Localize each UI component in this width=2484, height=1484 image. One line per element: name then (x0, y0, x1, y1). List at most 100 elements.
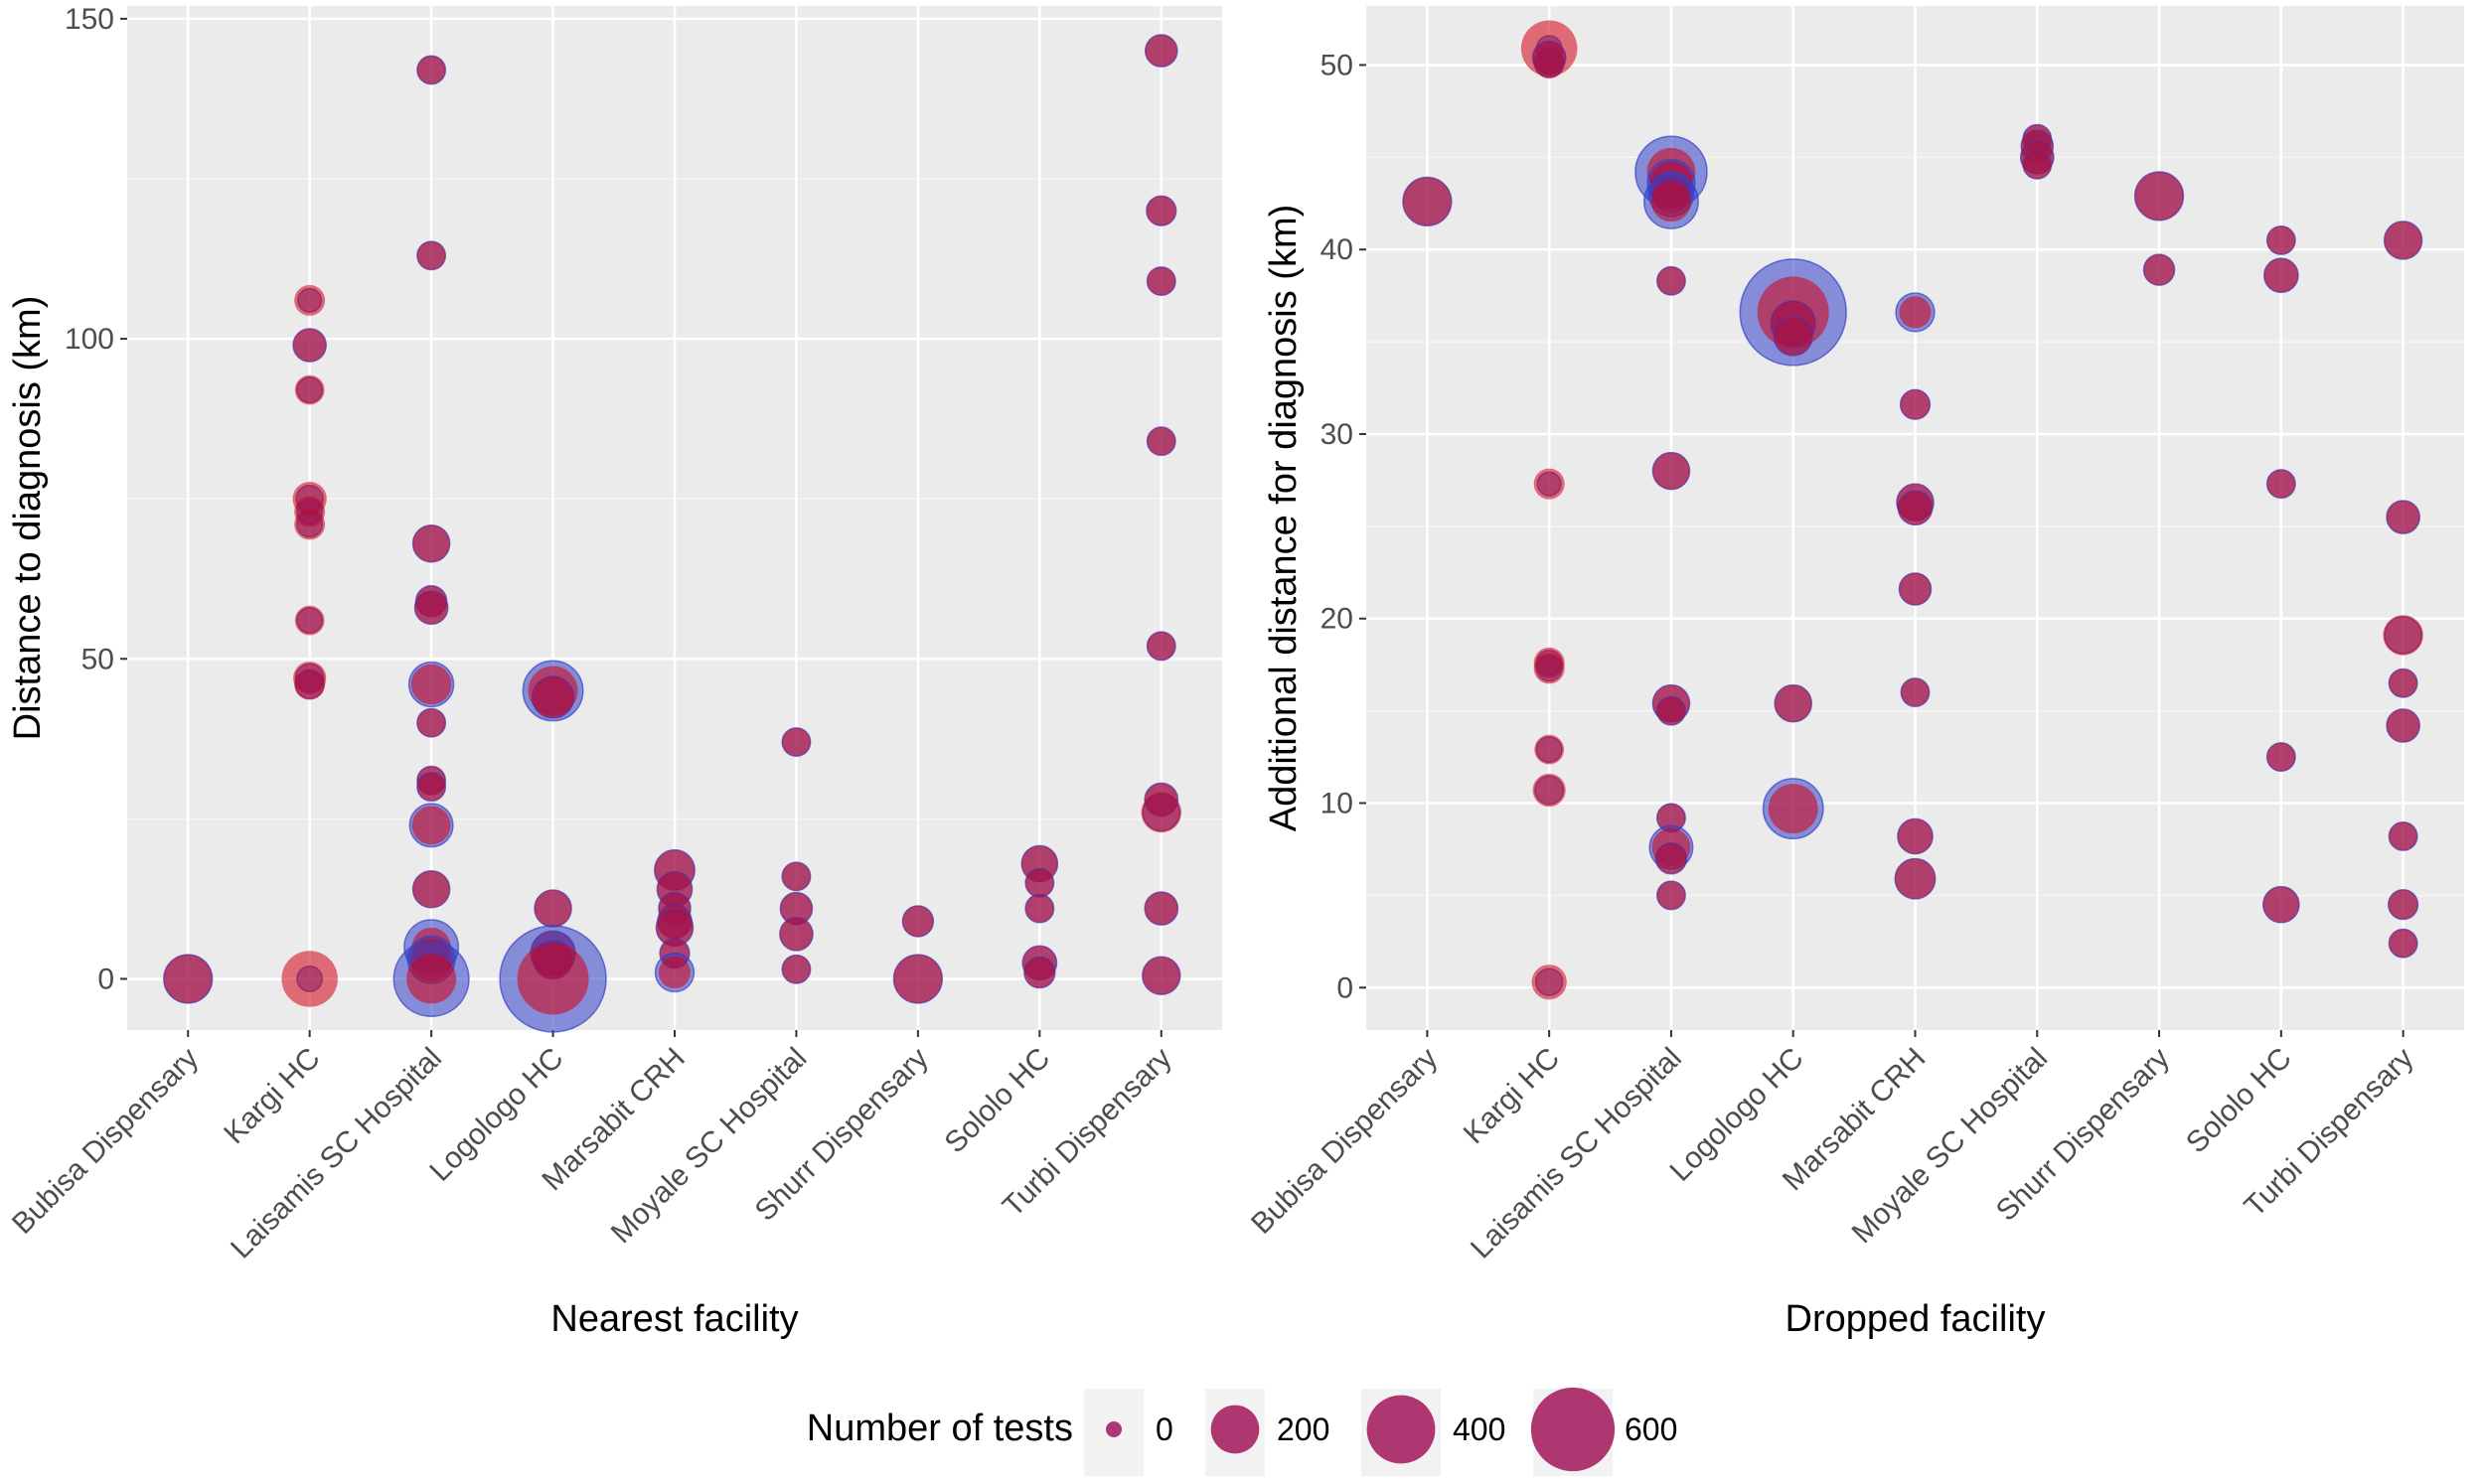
data-point-laisamis-sc-hospital (392, 940, 470, 1018)
point-tests-red (1533, 468, 1565, 500)
point-tests-red (2023, 150, 2052, 179)
data-point-laisamis-sc-hospital (1654, 842, 1688, 875)
point-tests-red (294, 374, 325, 405)
data-point-turbi-dispensary (1146, 631, 1176, 662)
y-tick-label: 30 (1320, 418, 1353, 451)
data-point-sololo-hc (2262, 257, 2299, 294)
data-point-shurr-dispensary (901, 905, 935, 938)
point-tests-red (1025, 868, 1054, 898)
data-point-kargi-hc (1533, 48, 1565, 79)
data-point-moyale-sc-hospital (2022, 149, 2053, 180)
data-point-laisamis-sc-hospital (1651, 451, 1691, 491)
data-point-laisamis-sc-hospital (411, 869, 451, 909)
y-tick-label: 0 (97, 963, 114, 995)
data-point-turbi-dispensary (2386, 500, 2420, 534)
legend-label: 600 (1625, 1411, 1677, 1447)
point-tests-red (294, 284, 326, 316)
data-point-turbi-dispensary (2386, 708, 2420, 743)
data-point-shurr-dispensary (2142, 253, 2176, 286)
point-tests-red (163, 955, 213, 1003)
data-point-kargi-hc (294, 605, 325, 636)
point-tests-red (410, 664, 452, 705)
data-point-sololo-hc (1023, 956, 1056, 989)
point-tests-red (782, 862, 811, 891)
data-point-laisamis-sc-hospital (407, 661, 455, 708)
point-tests-red (1655, 842, 1687, 874)
data-point-laisamis-sc-hospital (416, 772, 447, 803)
data-point-logologo-hc (1774, 683, 1813, 723)
data-point-laisamis-sc-hospital (416, 707, 447, 738)
y-axis-title: Additional distance for diagnosis (km) (1263, 205, 1305, 832)
point-tests-red (2387, 500, 2420, 534)
point-tests-red (1899, 296, 1932, 329)
point-tests-red (1656, 881, 1686, 910)
data-point-kargi-hc (1531, 965, 1567, 1000)
point-tests-red (1768, 784, 1818, 834)
point-tests-red (281, 951, 338, 1007)
point-tests-red (1142, 957, 1180, 995)
point-tests-red (517, 943, 589, 1015)
data-point-sololo-hc (2265, 469, 2296, 500)
data-point-marsabit-crh (1895, 292, 1936, 333)
x-tick-label-kargi-hc: Kargi HC (218, 1042, 326, 1150)
data-point-turbi-dispensary (1142, 956, 1181, 995)
legend: Number of tests 0 200 400 600 (807, 1387, 1677, 1476)
data-point-bubisa-dispensary (1402, 176, 1453, 227)
data-point-marsabit-crh (655, 908, 695, 948)
data-point-laisamis-sc-hospital (1655, 803, 1686, 833)
point-tests-red (2262, 886, 2299, 923)
legend-key-400: 400 (1361, 1389, 1505, 1476)
point-tests-red (1656, 696, 1686, 725)
point-tests-red (1901, 677, 1930, 707)
point-tests-red (2384, 221, 2422, 259)
point-tests-red (1145, 35, 1177, 68)
x-tick-label-laisamis-sc-hospital: Laisamis SC Hospital (225, 1042, 448, 1265)
legend-bubble (1210, 1405, 1260, 1454)
point-tests-red (1656, 804, 1686, 832)
point-tests-red (535, 890, 572, 928)
data-point-logologo-hc (534, 889, 572, 928)
data-point-marsabit-crh (1899, 388, 1932, 420)
data-point-turbi-dispensary (1146, 195, 1177, 226)
data-point-laisamis-sc-hospital (1655, 265, 1686, 296)
right-panel: 0 10 20 30 40 50 Bubisa Dispensary Kargi HCLais… (1245, 6, 2464, 1340)
y-tick-label: 50 (81, 643, 114, 675)
left-panel: 0 50 100 150 Bubisa Dispensary Kargi HCLaisam… (6, 3, 1222, 1340)
point-tests-red (2389, 821, 2417, 851)
y-tick-label: 20 (1320, 603, 1353, 636)
legend-label: 400 (1453, 1411, 1505, 1447)
data-point-marsabit-crh (1898, 572, 1933, 606)
point-tests-red (2134, 171, 2184, 221)
point-tests-red (1533, 48, 1565, 79)
y-tick-label: 10 (1320, 788, 1353, 820)
data-point-moyale-sc-hospital (781, 727, 812, 757)
point-tests-red (411, 806, 451, 845)
data-point-sololo-hc (2261, 885, 2300, 924)
data-point-kargi-hc (292, 328, 328, 363)
point-tests-red (1025, 894, 1054, 923)
y-tick-label: 0 (1336, 971, 1353, 1004)
y-tick-label: 40 (1320, 233, 1353, 266)
point-tests-red (1775, 684, 1812, 722)
point-tests-red (1656, 266, 1686, 296)
data-point-moyale-sc-hospital (779, 891, 814, 926)
x-tick-label-kargi-hc: Kargi HC (1458, 1042, 1566, 1150)
point-tests-red (1141, 792, 1182, 833)
point-tests-red (1532, 773, 1566, 808)
data-point-moyale-sc-hospital (781, 954, 812, 984)
x-axis-title: Dropped facility (1785, 1298, 2046, 1340)
data-point-bubisa-dispensary (163, 954, 214, 1004)
point-tests-red (780, 892, 813, 925)
data-point-laisamis-sc-hospital (408, 803, 454, 848)
x-tick-label-bubisa-dispensary: Bubisa Dispensary (6, 1042, 205, 1241)
data-point-logologo-hc (1762, 778, 1824, 840)
data-point-laisamis-sc-hospital (1655, 880, 1686, 911)
point-tests-red (1147, 632, 1175, 661)
y-axis-title: Distance to diagnosis (km) (7, 296, 49, 741)
data-point-sololo-hc (1024, 893, 1055, 924)
data-point-laisamis-sc-hospital (411, 523, 451, 563)
point-tests-red (2263, 258, 2298, 293)
point-tests-red (2389, 668, 2417, 697)
point-tests-red (294, 605, 325, 636)
